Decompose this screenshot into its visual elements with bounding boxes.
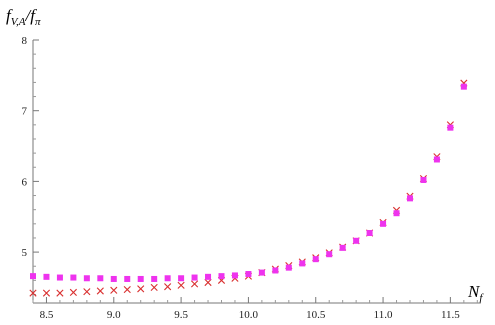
- cross-point: [56, 289, 64, 297]
- square-point: [218, 273, 225, 280]
- y-tick-label: 5: [22, 247, 28, 259]
- x-tick-label: 10.5: [306, 309, 326, 321]
- x-tick-label: 10.0: [239, 309, 259, 321]
- cross-stroke: [69, 288, 77, 296]
- square-point: [380, 220, 387, 227]
- cross-stroke: [110, 286, 118, 294]
- square-point: [70, 274, 77, 281]
- cross-point: [42, 289, 51, 297]
- square-point: [191, 274, 198, 281]
- square-point: [312, 256, 319, 263]
- square-point: [272, 267, 279, 274]
- cross-point: [110, 286, 118, 294]
- cross-point: [123, 285, 131, 294]
- y-axis-title-main: f: [6, 6, 13, 25]
- square-point: [258, 269, 265, 276]
- cross-stroke: [42, 289, 51, 297]
- square-point: [110, 275, 117, 282]
- cross-stroke: [150, 283, 158, 292]
- square-point: [285, 264, 292, 271]
- square-point: [137, 275, 144, 282]
- square-point: [339, 244, 346, 251]
- y-axis-title-sub2: π: [35, 16, 41, 28]
- y-tick-label: 7: [22, 106, 28, 118]
- cross-stroke: [96, 287, 104, 295]
- y-axis-title-tail: /f: [25, 6, 38, 25]
- x-tick-label: 8.5: [40, 309, 54, 321]
- ticks: 8.5 9.0 9.5 10.0 10.5 11.0 11.5 5 6 7 8: [22, 35, 478, 321]
- square-point: [420, 176, 427, 183]
- cross-stroke: [190, 280, 199, 288]
- cross-point: [164, 283, 172, 291]
- square-point: [124, 275, 131, 282]
- cross-stroke: [137, 285, 145, 293]
- square-point: [299, 260, 306, 267]
- square-point: [353, 237, 360, 244]
- x-axis-title-sub: f: [479, 292, 484, 304]
- x-axis-title: Nf: [467, 282, 484, 304]
- square-point: [205, 273, 212, 280]
- cross-stroke: [177, 281, 185, 289]
- square-point: [245, 271, 252, 278]
- square-point: [97, 275, 104, 282]
- cross-point: [190, 280, 199, 288]
- cross-point: [150, 283, 158, 292]
- svg-text:fV,A/fπ: fV,A/fπ: [6, 6, 41, 28]
- svg-text:Nf: Nf: [467, 282, 484, 304]
- square-point: [433, 156, 440, 163]
- x-tick-label: 9.5: [174, 309, 188, 321]
- cross-stroke: [164, 283, 172, 291]
- square-point: [164, 275, 171, 282]
- square-point: [83, 275, 90, 282]
- square-point: [231, 272, 238, 279]
- square-point: [406, 195, 413, 202]
- cross-point: [83, 288, 91, 296]
- y-tick-label: 6: [22, 176, 28, 188]
- cross-point: [137, 285, 145, 293]
- cross-point: [69, 288, 77, 296]
- cross-stroke: [204, 278, 212, 287]
- square-point: [151, 275, 158, 282]
- square-point: [460, 83, 467, 90]
- square-point: [43, 273, 50, 280]
- cross-stroke: [83, 288, 91, 296]
- square-point: [366, 230, 373, 237]
- x-tick-label: 11.0: [374, 309, 393, 321]
- square-point: [326, 251, 333, 258]
- square-point: [56, 274, 63, 281]
- x-tick-label: 11.5: [441, 309, 460, 321]
- cross-stroke: [123, 285, 131, 294]
- cross-point: [204, 278, 212, 287]
- cross-point: [29, 289, 37, 297]
- cross-point: [177, 281, 185, 289]
- data-marks: [29, 79, 468, 297]
- square-point: [447, 124, 454, 131]
- cross-point: [96, 287, 104, 295]
- square-point: [393, 210, 400, 217]
- cross-stroke: [29, 289, 37, 297]
- y-tick-label: 8: [22, 35, 28, 47]
- square-point: [30, 273, 36, 280]
- square-point: [178, 275, 185, 282]
- x-axis-title-main: N: [467, 282, 481, 301]
- cross-stroke: [56, 289, 64, 297]
- y-axis-title: fV,A/fπ: [6, 6, 41, 28]
- axes: [32, 40, 480, 304]
- x-tick-label: 9.0: [107, 309, 121, 321]
- y-axis-title-sub: V,A: [11, 16, 26, 28]
